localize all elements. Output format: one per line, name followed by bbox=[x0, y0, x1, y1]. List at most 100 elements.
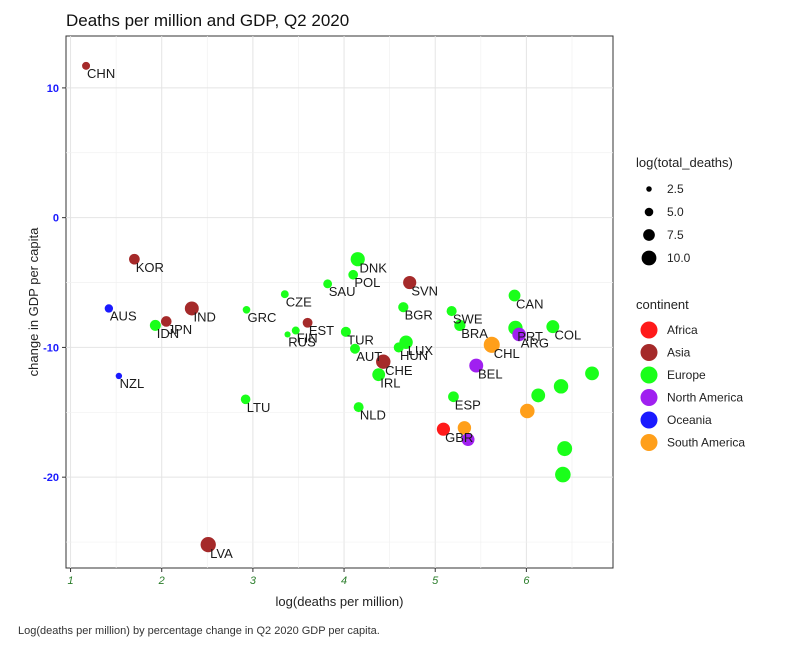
data-point bbox=[585, 366, 599, 381]
grid-lines bbox=[66, 36, 613, 568]
y-axis-title: change in GDP per capita bbox=[26, 227, 41, 376]
data-point bbox=[350, 343, 360, 354]
data-point bbox=[240, 394, 251, 405]
data-label: BRA bbox=[461, 326, 488, 341]
legend-color-label: Oceania bbox=[667, 413, 712, 427]
data-point bbox=[280, 290, 289, 299]
y-axis-ticks: 10 0 -10 -20 bbox=[43, 83, 66, 484]
data-label: JPN bbox=[168, 322, 193, 337]
data-point bbox=[350, 252, 365, 267]
data-point bbox=[376, 354, 391, 369]
x-tick-label: 4 bbox=[341, 575, 347, 587]
data-label: LUX bbox=[408, 343, 434, 358]
legend-size-title: log(total_deaths) bbox=[636, 155, 733, 170]
data-point bbox=[353, 402, 364, 413]
data-label: LVA bbox=[210, 546, 233, 561]
data-label: ARG bbox=[521, 335, 549, 350]
data-point bbox=[149, 319, 161, 331]
data-label: PRT bbox=[517, 329, 543, 344]
x-axis-title: log(deaths per million) bbox=[276, 594, 404, 609]
data-label: COL bbox=[554, 328, 581, 343]
data-point bbox=[160, 316, 172, 327]
data-points bbox=[82, 61, 599, 553]
data-label: CHL bbox=[494, 346, 520, 361]
data-label: CHN bbox=[87, 66, 115, 81]
data-label: IRL bbox=[380, 376, 400, 391]
legend-color-swatch bbox=[640, 321, 658, 339]
legend-size-dot bbox=[644, 207, 654, 217]
data-label: CAN bbox=[516, 296, 543, 311]
data-label: AUS bbox=[110, 309, 137, 324]
data-point bbox=[115, 372, 123, 380]
data-point bbox=[469, 358, 484, 373]
data-label: FIN bbox=[297, 331, 318, 346]
data-point bbox=[520, 403, 535, 419]
data-point bbox=[403, 275, 417, 290]
legend-color-label: South America bbox=[667, 436, 745, 450]
legend-size-label: 7.5 bbox=[667, 228, 684, 242]
chart-title: Deaths per million and GDP, Q2 2020 bbox=[66, 11, 349, 30]
legend-color-label: Asia bbox=[667, 346, 691, 360]
legend-size-label: 10.0 bbox=[667, 251, 691, 265]
legend-color-swatch bbox=[640, 389, 658, 406]
data-point bbox=[448, 391, 459, 403]
legend-size-dot bbox=[646, 186, 652, 192]
data-point bbox=[82, 61, 91, 70]
data-label: CHE bbox=[385, 363, 413, 378]
data-point bbox=[483, 336, 500, 353]
legend-color-label: Europe bbox=[667, 368, 706, 382]
data-label: BEL bbox=[478, 367, 503, 382]
legend-color-label: Africa bbox=[667, 323, 698, 337]
data-point bbox=[184, 301, 199, 316]
data-point bbox=[446, 306, 457, 317]
data-label: SWE bbox=[453, 312, 483, 327]
chart-caption: Log(deaths per million) by percentage ch… bbox=[18, 625, 380, 637]
legend-color-swatch bbox=[640, 434, 658, 451]
data-point bbox=[242, 305, 251, 314]
data-label: SVN bbox=[411, 284, 438, 299]
data-label: POL bbox=[354, 275, 380, 290]
y-tick-label: 0 bbox=[53, 213, 59, 225]
data-point bbox=[436, 422, 451, 436]
data-point bbox=[555, 466, 571, 483]
data-label: HUN bbox=[400, 348, 428, 363]
data-point bbox=[512, 327, 526, 342]
data-point bbox=[557, 441, 573, 457]
x-tick-label: 1 bbox=[67, 575, 73, 587]
data-label: SAU bbox=[329, 284, 356, 299]
data-label: RUS bbox=[288, 334, 316, 349]
data-point bbox=[372, 368, 386, 382]
x-tick-label: 6 bbox=[523, 575, 530, 587]
data-point bbox=[284, 331, 291, 338]
legend-size-dot bbox=[643, 229, 655, 241]
data-point bbox=[348, 269, 359, 280]
data-point bbox=[200, 536, 216, 553]
legend-color-title: continent bbox=[636, 297, 689, 312]
data-point bbox=[398, 302, 409, 313]
x-tick-label: 2 bbox=[158, 575, 165, 587]
data-point bbox=[291, 326, 300, 335]
data-point bbox=[302, 317, 313, 328]
data-label: KOR bbox=[136, 260, 164, 275]
data-point bbox=[340, 326, 351, 337]
data-label: EST bbox=[309, 323, 334, 338]
data-label: IND bbox=[194, 310, 216, 325]
legend-color-swatch bbox=[640, 366, 658, 384]
legend-color-label: North America bbox=[667, 391, 743, 405]
legend-color-entries: Africa Asia Europe North America Oceania Sout… bbox=[640, 321, 745, 451]
data-label: LTU bbox=[247, 400, 271, 415]
data-point bbox=[546, 320, 560, 334]
x-axis-ticks: 1 2 3 4 5 6 bbox=[67, 568, 530, 587]
data-point bbox=[553, 379, 569, 394]
data-point bbox=[104, 304, 114, 313]
data-point bbox=[129, 253, 140, 265]
data-point bbox=[531, 388, 546, 403]
legend-color-swatch bbox=[640, 344, 658, 361]
data-point bbox=[461, 433, 475, 447]
data-point bbox=[323, 279, 333, 289]
data-label: GBR bbox=[445, 430, 473, 445]
y-tick-label: -20 bbox=[43, 472, 59, 484]
